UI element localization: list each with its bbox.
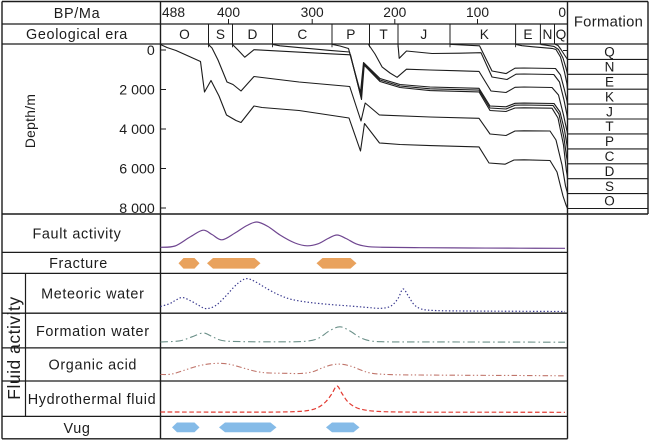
svg-text:8 000: 8 000 bbox=[119, 201, 155, 217]
svg-text:300: 300 bbox=[301, 5, 324, 20]
svg-text:Q: Q bbox=[556, 27, 567, 42]
svg-text:488: 488 bbox=[162, 5, 185, 20]
svg-text:D: D bbox=[605, 164, 615, 179]
svg-text:2 000: 2 000 bbox=[119, 82, 155, 98]
svg-text:T: T bbox=[379, 27, 388, 42]
svg-text:J: J bbox=[420, 27, 427, 42]
svg-text:Organic acid: Organic acid bbox=[49, 358, 138, 374]
svg-text:E: E bbox=[605, 75, 614, 90]
svg-text:D: D bbox=[248, 27, 258, 42]
svg-text:100: 100 bbox=[466, 5, 489, 20]
svg-text:Fracture: Fracture bbox=[49, 256, 108, 272]
svg-text:400: 400 bbox=[217, 5, 240, 20]
svg-text:K: K bbox=[605, 89, 614, 104]
svg-text:C: C bbox=[605, 149, 615, 164]
svg-text:0: 0 bbox=[147, 43, 155, 59]
svg-text:Formation water: Formation water bbox=[36, 324, 150, 340]
svg-text:Fault activity: Fault activity bbox=[32, 227, 121, 243]
svg-text:P: P bbox=[605, 134, 614, 149]
svg-text:N: N bbox=[605, 60, 615, 75]
svg-text:0: 0 bbox=[558, 5, 566, 20]
svg-text:4 000: 4 000 bbox=[119, 122, 155, 138]
svg-text:Hydrothermal fluid: Hydrothermal fluid bbox=[28, 392, 156, 408]
svg-text:Q: Q bbox=[604, 45, 615, 60]
svg-text:T: T bbox=[605, 119, 613, 134]
svg-text:BP/Ma: BP/Ma bbox=[54, 6, 100, 22]
svg-text:E: E bbox=[523, 27, 532, 42]
svg-text:200: 200 bbox=[383, 5, 406, 20]
svg-text:C: C bbox=[297, 27, 307, 42]
svg-text:Fluid activity: Fluid activity bbox=[4, 296, 24, 399]
svg-text:N: N bbox=[542, 27, 552, 42]
svg-text:P: P bbox=[346, 27, 355, 42]
svg-text:6 000: 6 000 bbox=[119, 161, 155, 177]
svg-text:Depth/m: Depth/m bbox=[23, 94, 38, 148]
svg-text:Geological era: Geological era bbox=[26, 27, 128, 43]
svg-text:S: S bbox=[216, 27, 225, 42]
svg-text:O: O bbox=[179, 27, 190, 42]
svg-text:J: J bbox=[606, 104, 613, 119]
svg-text:S: S bbox=[605, 179, 614, 194]
svg-text:O: O bbox=[604, 194, 615, 209]
svg-text:Vug: Vug bbox=[63, 421, 90, 437]
svg-text:Formation: Formation bbox=[574, 15, 643, 31]
svg-text:K: K bbox=[480, 27, 489, 42]
svg-text:Meteoric water: Meteoric water bbox=[41, 287, 144, 303]
